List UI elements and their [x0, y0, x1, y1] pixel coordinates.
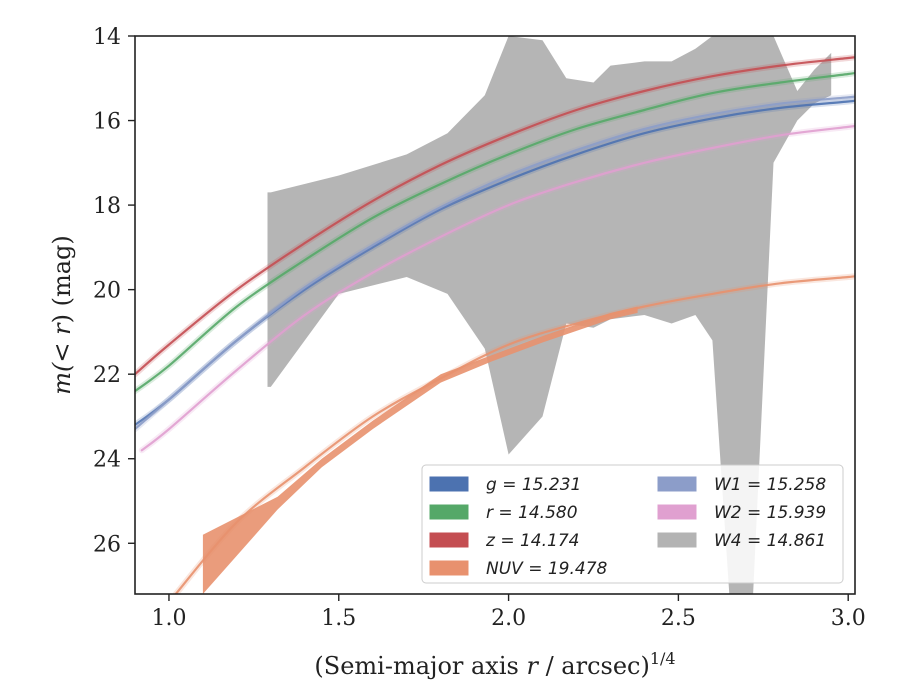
z-series-line	[135, 56, 855, 376]
legend-swatch	[429, 504, 469, 520]
legend-entry-label: W2 = 15.939	[714, 503, 826, 523]
y-tick-label: 26	[93, 532, 121, 557]
legend-swatch	[429, 560, 469, 576]
legend: g = 15.231 r = 14.580 z = 14.174 NUV = 19.4…	[421, 464, 844, 584]
y-axis-label: m(< r) (mag)	[48, 235, 76, 395]
legend-entry-label: W4 = 14.861	[714, 531, 826, 551]
legend-entry-label: NUV = 19.478	[486, 559, 608, 579]
x-tick-label: 2.0	[491, 606, 526, 631]
y-tick-label: 18	[93, 194, 121, 219]
w2-series-line	[140, 124, 855, 452]
y-tick-label: 14	[93, 25, 121, 50]
legend-swatch	[657, 532, 697, 548]
x-tick-label: 1.5	[321, 606, 356, 631]
r-series-line	[135, 71, 855, 393]
y-tick-label: 20	[93, 279, 121, 304]
legend-entry-label: g = 15.231	[486, 475, 581, 495]
y-tick-label: 16	[93, 110, 121, 135]
plot-frame	[134, 35, 856, 595]
legend-entry-label: z = 14.174	[485, 531, 579, 551]
legend-box	[421, 464, 844, 584]
legend-entry-label: r = 14.580	[486, 503, 578, 523]
y-tick-label: 22	[93, 363, 121, 388]
legend-swatch	[429, 476, 469, 492]
nuv-series-line	[174, 275, 855, 594]
w1-series-line	[135, 95, 855, 431]
x-axis-label: (Semi-major axis r / arcsec)1/4	[314, 649, 675, 680]
x-tick-label: 2.5	[661, 606, 696, 631]
x-tick-label: 1.0	[151, 606, 186, 631]
legend-swatch	[429, 532, 469, 548]
legend-swatch	[657, 504, 697, 520]
legend-swatch	[657, 476, 697, 492]
legend-entry-label: W1 = 15.258	[714, 475, 826, 495]
y-tick-label: 24	[93, 448, 121, 473]
w4-band	[267, 36, 832, 594]
x-tick-label: 3.0	[831, 606, 866, 631]
